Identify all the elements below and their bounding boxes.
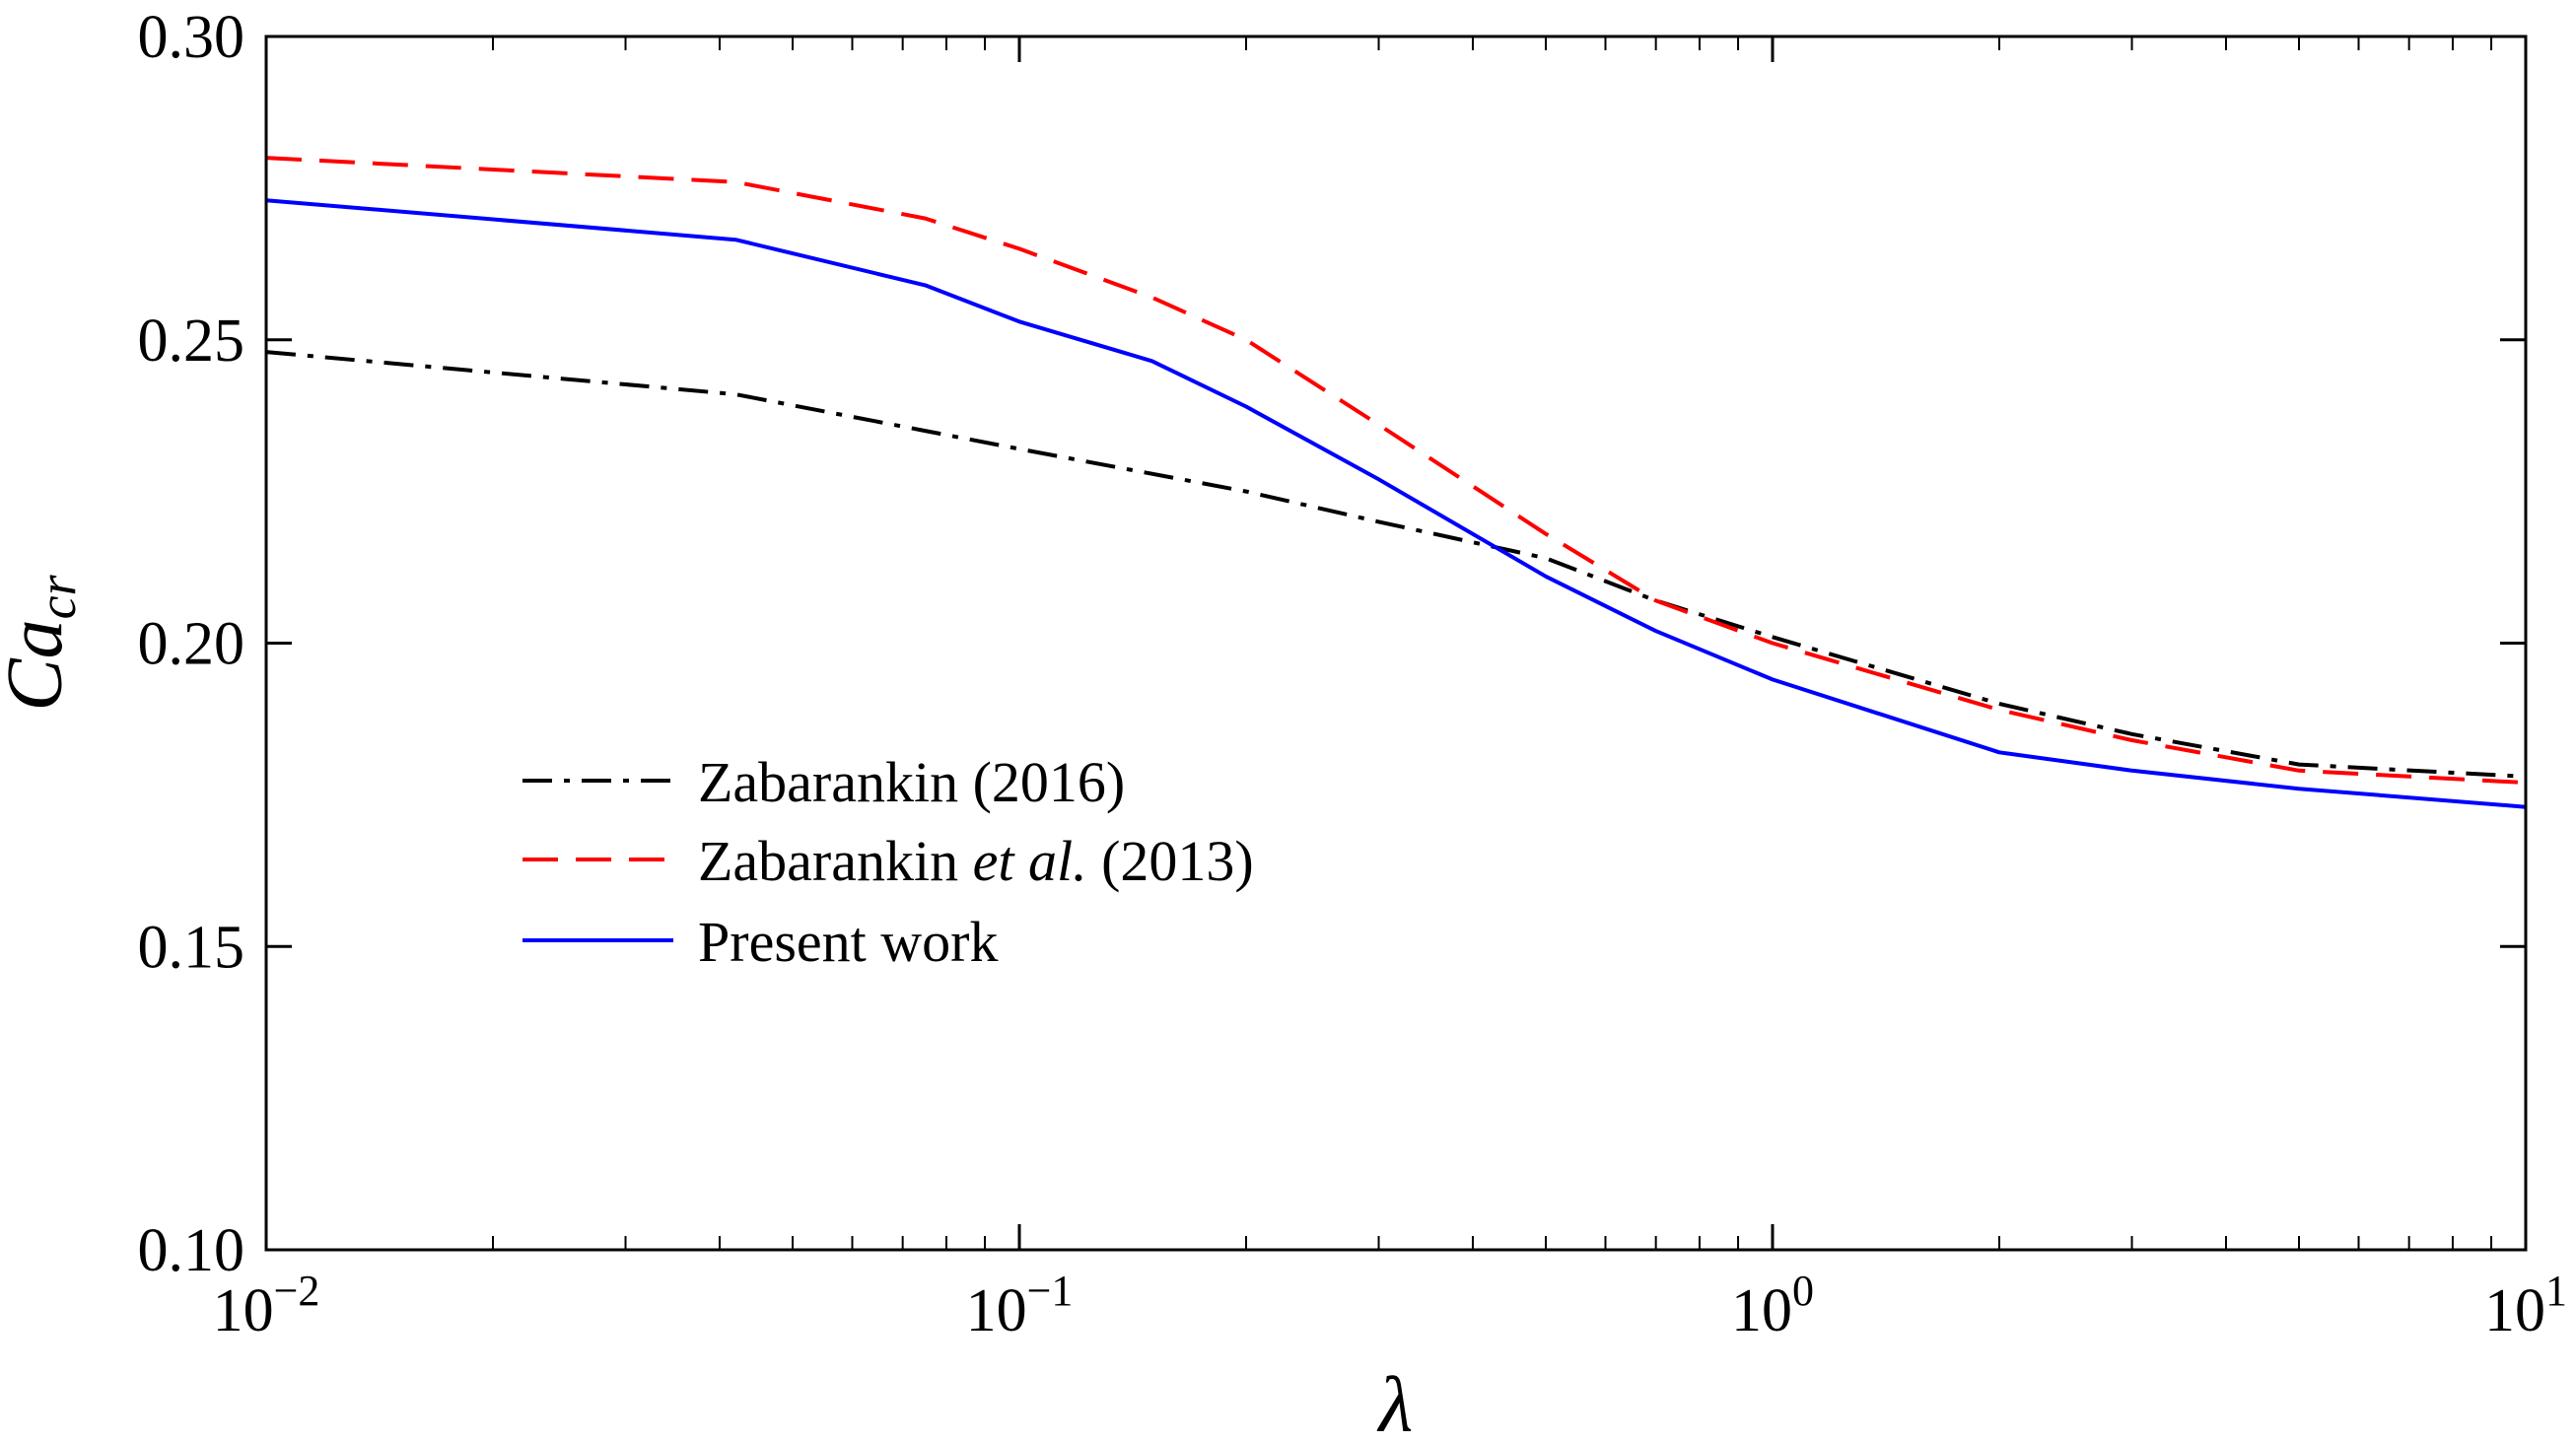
axes-layer: 10−2 10−1 100 101 0.10 0.15 0.20 0.25 0.30 λ Cacr: [0, 4, 2567, 1443]
y-axis-label: Cacr: [0, 574, 87, 711]
y-tick-label-3: 0.25: [138, 308, 245, 375]
x-axis-label: λ: [1377, 1362, 1414, 1443]
legend-label-2: Present work: [698, 910, 998, 974]
y-tick-label-1: 0.15: [138, 914, 245, 981]
legend-label-0: Zabarankin (2016): [698, 750, 1125, 814]
y-tick-label-4: 0.30: [138, 4, 245, 71]
x-tick-label-1: 10−1: [966, 1267, 1074, 1344]
series-layer: [265, 156, 2527, 809]
plot-frame: [264, 34, 2528, 1252]
x-tick-label-3: 101: [2484, 1267, 2567, 1344]
legend-label-1: Zabarankin et al. (2013): [698, 829, 1254, 893]
series-line-0: [265, 350, 2527, 779]
series-line-2: [265, 198, 2527, 809]
y-tick-label-0: 0.10: [138, 1217, 245, 1284]
legend: Zabarankin (2016) Zabarankin et al. (2013…: [522, 750, 1254, 974]
y-tick-label-2: 0.20: [138, 611, 245, 678]
x-tick-label-0: 10−2: [213, 1267, 320, 1344]
series-line-1: [265, 156, 2527, 786]
x-tick-label-2: 100: [1731, 1267, 1814, 1344]
